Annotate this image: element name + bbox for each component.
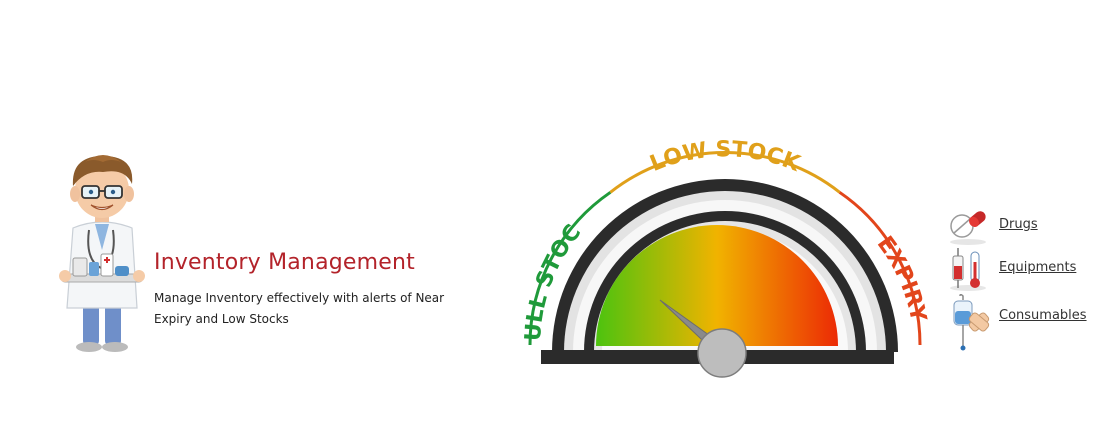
- equipments-link[interactable]: Equipments: [999, 260, 1077, 275]
- expiry-arc: [838, 191, 922, 346]
- syringe-thermometer-icon: [950, 248, 986, 291]
- category-drugs[interactable]: Drugs: [945, 202, 1105, 248]
- low-stock-arc: [609, 151, 841, 194]
- consumables-link[interactable]: Consumables: [999, 308, 1087, 323]
- drugs-link[interactable]: Drugs: [999, 217, 1038, 232]
- category-consumables[interactable]: Consumables: [945, 294, 1105, 352]
- gauge-fill: [596, 225, 838, 346]
- gauge-hub: [697, 328, 747, 378]
- low-stock-label: LOW STOCK: [647, 140, 805, 177]
- feature-description: Manage Inventory effectively with alerts…: [154, 291, 445, 326]
- full-stock-arc: [528, 191, 612, 346]
- feature-title: Inventory Management: [154, 250, 415, 275]
- iv-drip-icon: [953, 294, 990, 351]
- stock-gauge: FULL STOCK LOW STOCK EXPIRY: [505, 140, 931, 378]
- doctor-mascot-image: [59, 155, 145, 352]
- category-equipments[interactable]: Equipments: [945, 246, 1105, 292]
- pill-icon: [950, 211, 986, 245]
